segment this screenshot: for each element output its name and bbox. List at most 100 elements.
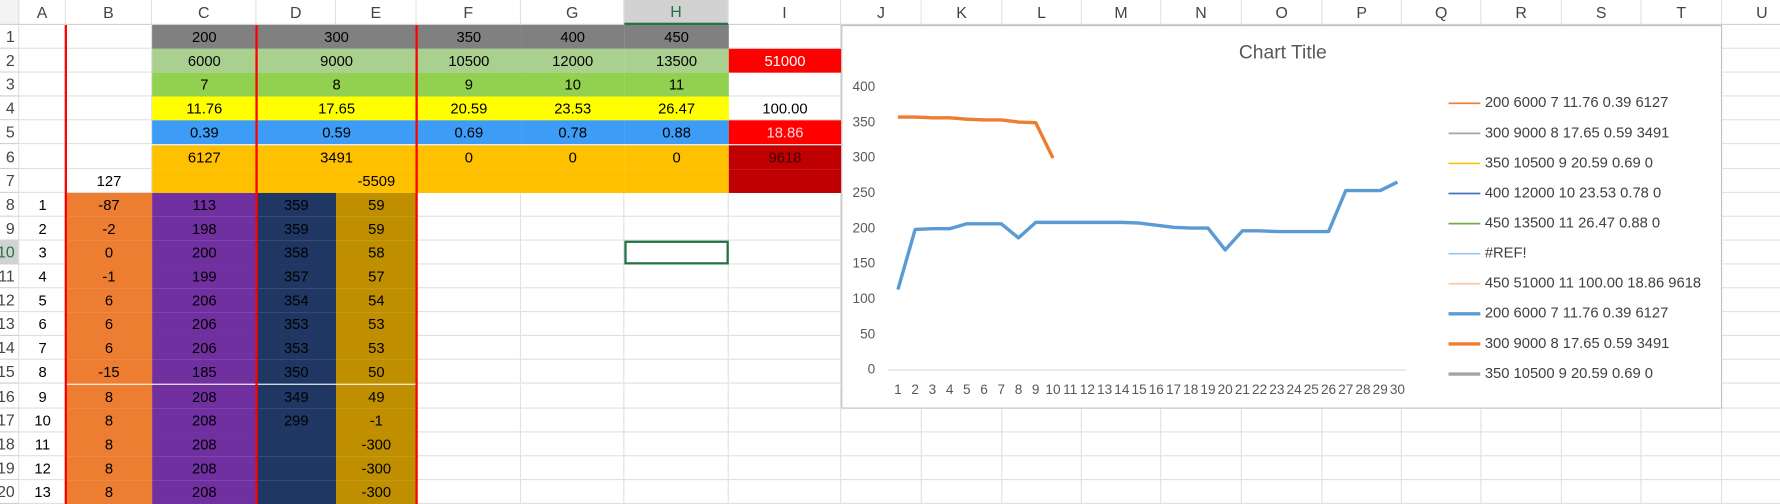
cell-bg [1722, 408, 1780, 433]
cell [521, 217, 624, 241]
cell: 199 [152, 264, 257, 289]
cell [729, 432, 841, 456]
cell: 8 [256, 72, 417, 97]
cell-bg [728, 288, 842, 313]
cell [624, 456, 728, 480]
column-header: M [1081, 0, 1162, 25]
cell-bg [1401, 480, 1482, 504]
cell: 20.59 [416, 96, 522, 121]
cell [66, 25, 152, 49]
row-header: 19 [0, 456, 20, 481]
cell: -2 [65, 216, 153, 241]
red-border [64, 24, 67, 504]
y-tick-label: 250 [853, 185, 876, 200]
cell-bg [1002, 480, 1082, 504]
cell: 1 [38, 196, 47, 214]
cell-bg [521, 480, 625, 504]
cell: 8 [65, 432, 153, 457]
column-header: A [19, 0, 66, 25]
cell: 0.39 [152, 120, 257, 145]
cell: 18.86 [728, 120, 842, 145]
cell [417, 408, 521, 432]
column-header: I [728, 0, 842, 25]
column-header: G [521, 0, 625, 25]
cell [624, 288, 728, 312]
cell: 200 [152, 240, 257, 265]
cell: 51000 [728, 48, 842, 73]
cell [66, 97, 152, 121]
x-tick-label: 15 [1132, 382, 1147, 397]
cell: -300 [336, 480, 417, 504]
cell [624, 336, 728, 360]
cell [729, 384, 841, 408]
cell: 0.88 [624, 120, 729, 145]
cell [417, 312, 521, 336]
y-tick-label: 100 [853, 291, 876, 306]
cell [521, 168, 625, 193]
cell: 206 [152, 312, 257, 337]
cell-bg [416, 456, 522, 481]
column-header: Q [1401, 0, 1482, 25]
cell [19, 169, 66, 193]
cell-bg [1722, 241, 1780, 265]
x-tick-label: 4 [946, 382, 954, 397]
y-tick-label: 400 [853, 79, 876, 94]
cell: 354 [256, 288, 337, 313]
cell-bg [1481, 456, 1563, 481]
cell [66, 121, 152, 145]
cell-bg [728, 264, 842, 289]
cell [729, 456, 841, 480]
cell: 9 [38, 387, 47, 405]
cell-bg [1562, 456, 1642, 481]
cell: 6000 [152, 48, 257, 73]
cell: 0 [416, 144, 522, 169]
cell: 0.59 [256, 120, 417, 145]
cell: 8 [65, 384, 153, 409]
cell: 12 [34, 459, 51, 477]
cell-bg [624, 432, 729, 457]
cell-bg [1322, 432, 1402, 457]
cell-bg [1401, 408, 1482, 433]
cell: -87 [65, 192, 153, 217]
cell-bg [1161, 432, 1242, 457]
cell: 6 [65, 312, 153, 337]
cell-bg [728, 456, 842, 481]
cell [624, 480, 728, 504]
x-tick-label: 6 [980, 382, 988, 397]
x-tick-label: 24 [1287, 382, 1303, 397]
cell-bg [1241, 408, 1323, 433]
cell [521, 264, 624, 288]
legend-label: 300 9000 8 17.65 0.59 3491 [1485, 336, 1670, 352]
cell-bg [921, 456, 1003, 481]
row-header: 5 [0, 120, 20, 145]
cell-bg [1322, 456, 1402, 481]
cell-bg [624, 288, 729, 313]
cell-bg [728, 192, 842, 217]
row-header: 11 [0, 264, 20, 289]
cell [417, 193, 521, 217]
cell-bg [624, 216, 729, 241]
cell-bg [65, 144, 153, 169]
cell: 359 [256, 216, 337, 241]
cell: 200 [152, 24, 257, 49]
cell-bg [624, 360, 729, 385]
cell [417, 360, 521, 384]
cell-bg [521, 312, 625, 337]
x-tick-label: 13 [1097, 382, 1112, 397]
cell: 5 [38, 291, 47, 309]
cell-bg [521, 216, 625, 241]
cell-bg [416, 264, 522, 289]
cell [256, 456, 337, 481]
cell-bg [1241, 456, 1323, 481]
cell-bg [1641, 408, 1723, 433]
cell [624, 312, 728, 336]
cell-bg [728, 408, 842, 433]
cell-bg [521, 336, 625, 361]
cell-bg [1722, 97, 1780, 121]
cell: 0 [65, 240, 153, 265]
cell-bg [1322, 408, 1402, 433]
cell [417, 217, 521, 241]
x-tick-label: 17 [1166, 382, 1181, 397]
